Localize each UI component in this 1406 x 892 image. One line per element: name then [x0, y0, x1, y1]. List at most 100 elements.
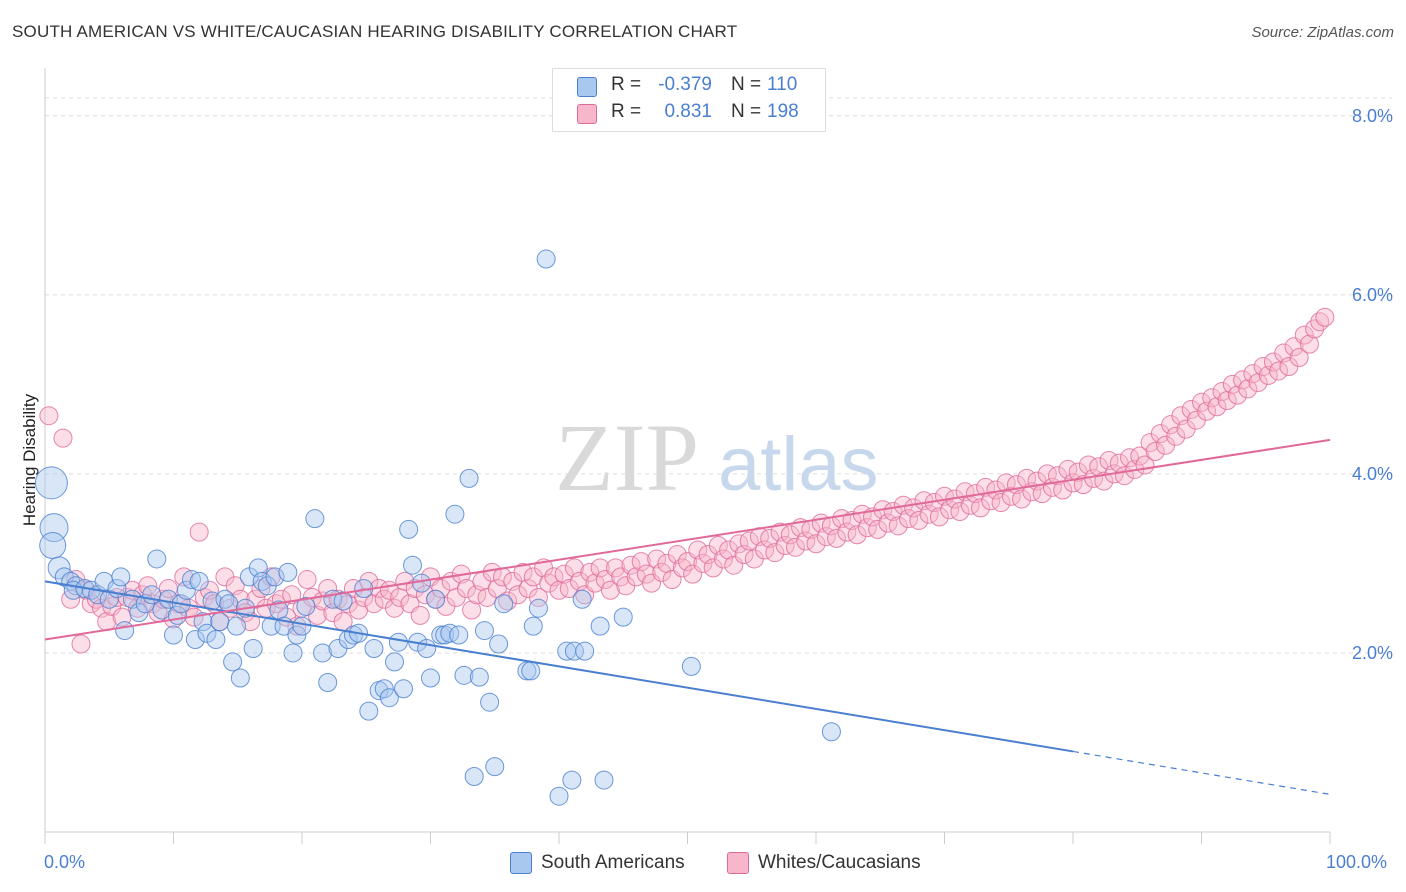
point-south-americans: [494, 594, 514, 614]
point-south-americans: [230, 668, 250, 688]
point-whites: [842, 510, 862, 530]
point-whites: [739, 531, 759, 551]
point-south-americans: [394, 679, 414, 699]
point-south-americans: [147, 549, 167, 569]
point-whites: [71, 634, 91, 654]
point-south-americans: [283, 643, 303, 663]
point-south-americans: [39, 532, 67, 560]
point-south-americans: [469, 667, 489, 687]
point-south-americans: [313, 643, 333, 663]
point-south-americans: [536, 249, 556, 269]
point-whites: [1238, 379, 1258, 399]
point-whites: [364, 594, 384, 614]
point-whites: [631, 552, 651, 572]
y-tick-label: 4.0%: [1352, 464, 1393, 484]
legend-swatch-south-americans: [510, 852, 532, 874]
watermark: ZIP atlas: [555, 404, 879, 511]
point-south-americans: [158, 589, 178, 609]
point-south-americans: [333, 591, 353, 611]
trend-line-south-americans: [44, 580, 1074, 753]
legend-row-south-americans: R = -0.379 N = 110: [553, 74, 825, 100]
point-south-americans: [364, 638, 384, 658]
point-south-americans: [265, 567, 285, 587]
point-whites: [1315, 307, 1335, 327]
y-tick-label: 2.0%: [1352, 643, 1393, 663]
point-whites: [1299, 334, 1319, 354]
point-whites: [39, 406, 59, 426]
point-south-americans: [185, 630, 205, 650]
r-value: 0.831: [664, 101, 712, 122]
point-whites: [1243, 364, 1263, 384]
point-south-americans: [521, 661, 541, 681]
point-south-americans: [426, 589, 446, 609]
point-south-americans: [359, 701, 379, 721]
point-south-americans: [223, 652, 243, 672]
point-whites: [806, 534, 826, 554]
point-whites: [1253, 356, 1273, 376]
y-tick-label: 8.0%: [1352, 106, 1393, 126]
point-south-americans: [210, 612, 230, 632]
point-whites: [297, 570, 317, 590]
points-south-americans: [34, 249, 841, 806]
point-south-americans: [613, 607, 633, 627]
point-south-americans: [412, 573, 432, 593]
point-whites: [1166, 426, 1186, 446]
point-whites: [456, 578, 476, 598]
point-south-americans: [181, 570, 201, 590]
point-whites: [868, 519, 888, 539]
point-whites: [765, 543, 785, 563]
point-whites: [970, 498, 990, 518]
point-whites: [539, 573, 559, 593]
point-whites: [590, 558, 610, 578]
point-whites: [652, 562, 672, 582]
point-whites: [600, 580, 620, 600]
point-whites: [53, 428, 73, 448]
point-south-americans: [821, 722, 841, 742]
point-whites: [189, 522, 209, 542]
watermark-atlas: atlas: [718, 422, 879, 507]
point-whites: [606, 558, 626, 578]
watermark-zip: ZIP: [555, 404, 699, 511]
n-label: N =: [731, 74, 762, 95]
legend-label-south-americans: South Americans: [541, 852, 685, 873]
source-label: Source: ZipAtlas.com: [1251, 24, 1394, 41]
legend-row-whites: R = 0.831 N = 198: [553, 101, 825, 127]
point-whites: [636, 564, 656, 584]
point-south-americans: [99, 589, 119, 609]
point-whites: [929, 507, 949, 527]
point-south-americans: [562, 770, 582, 790]
point-south-americans: [318, 672, 338, 692]
point-south-americans: [34, 466, 68, 500]
point-south-americans: [47, 556, 71, 580]
point-south-americans: [417, 638, 437, 658]
x-tick-label-max: 100.0%: [1326, 852, 1388, 872]
point-south-americans: [305, 509, 325, 529]
point-whites: [713, 549, 733, 569]
y-tick-label: 6.0%: [1352, 285, 1393, 305]
point-south-americans: [399, 519, 419, 539]
point-whites: [847, 525, 867, 545]
n-value: 198: [767, 101, 799, 122]
point-whites: [405, 578, 425, 598]
point-whites: [410, 605, 430, 625]
point-whites: [827, 528, 847, 548]
point-whites: [385, 598, 405, 618]
point-whites: [1145, 442, 1165, 462]
point-whites: [528, 587, 548, 607]
point-south-americans: [226, 616, 246, 636]
point-south-americans: [572, 589, 592, 609]
point-whites: [1130, 446, 1150, 466]
point-whites: [621, 555, 641, 575]
trend-lines: [44, 438, 1331, 795]
point-south-americans: [374, 679, 394, 699]
r-value: -0.379: [658, 74, 712, 95]
point-whites: [508, 585, 528, 605]
point-south-americans: [575, 641, 595, 661]
point-whites: [1048, 466, 1068, 486]
r-label: R =: [611, 101, 642, 122]
point-south-americans: [485, 757, 505, 777]
point-whites: [760, 528, 780, 548]
point-south-americans: [243, 638, 263, 658]
point-whites: [282, 585, 302, 605]
